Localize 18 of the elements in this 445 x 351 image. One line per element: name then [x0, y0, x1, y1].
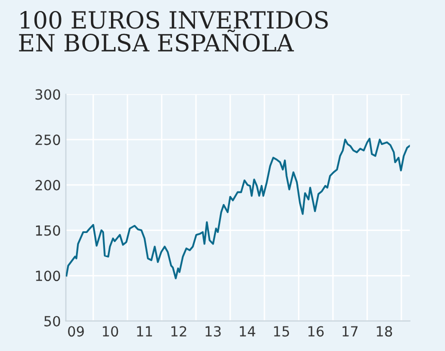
line-series [66, 138, 410, 280]
y-tick-label: 100 [36, 270, 60, 282]
x-tick-label: 11 [137, 326, 152, 336]
x-tick-label: 15 [274, 326, 290, 337]
x-tick-label: 18 [376, 326, 392, 337]
y-tick-label: 300 [36, 89, 60, 100]
y-tick-label: 250 [36, 134, 60, 146]
y-tick-label: 50 [44, 316, 60, 326]
x-tick-label: 16 [308, 326, 324, 337]
x-tick-label: 14 [240, 326, 256, 336]
y-tick-label: 200 [36, 180, 60, 190]
chart-title: 100 EUROS INVERTIDOS EN BOLSA ESPAÑOLA [19, 10, 328, 52]
x-tick-label: 17 [342, 326, 358, 336]
x-tick-label: 12 [171, 326, 186, 336]
y-tick-label: 150 [36, 225, 60, 236]
x-tick-label: 10 [102, 326, 118, 337]
x-tick-label: 13 [206, 326, 221, 337]
x-tick-label: 09 [68, 326, 84, 337]
